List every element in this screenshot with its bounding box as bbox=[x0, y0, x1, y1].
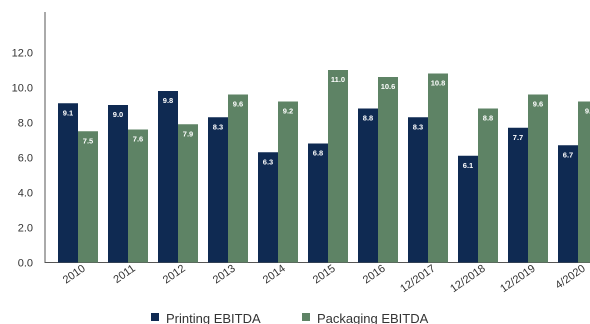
bar-value-label: 9. bbox=[585, 107, 590, 116]
bar-value-label: 9.0 bbox=[113, 110, 123, 119]
bar-printing bbox=[308, 143, 328, 263]
legend-label-packaging: Packaging EBITDA bbox=[317, 311, 429, 324]
bar-value-label: 6.7 bbox=[563, 150, 573, 159]
bar-packaging bbox=[578, 101, 590, 263]
bar-printing bbox=[408, 117, 428, 263]
x-tick-label: 2013 bbox=[211, 263, 238, 287]
bar-value-label: 7.7 bbox=[513, 133, 523, 142]
bar-packaging bbox=[378, 77, 398, 263]
bar-value-label: 7.9 bbox=[183, 129, 193, 138]
bar-value-label: 8.3 bbox=[413, 122, 423, 131]
bar-value-label: 7.6 bbox=[133, 135, 143, 144]
bar-value-label: 7.5 bbox=[83, 136, 93, 145]
x-tick-label: 2016 bbox=[361, 263, 388, 287]
y-tick-label: 12.0 bbox=[12, 48, 33, 60]
bar-printing bbox=[358, 108, 378, 263]
x-tick-label: 4/2020 bbox=[553, 263, 587, 292]
x-tick-label: 2011 bbox=[111, 263, 137, 286]
bar-value-label: 9.6 bbox=[533, 100, 543, 109]
bar-value-label: 8.3 bbox=[213, 122, 223, 131]
bar-printing bbox=[58, 103, 78, 263]
bar-packaging bbox=[528, 94, 548, 263]
y-tick-label: 8.0 bbox=[18, 118, 33, 130]
bar-packaging bbox=[78, 131, 98, 263]
legend-label-printing: Printing EBITDA bbox=[166, 311, 261, 324]
bar-printing bbox=[458, 155, 478, 263]
bar-value-label: 8.8 bbox=[363, 114, 373, 123]
bar-value-label: 6.1 bbox=[463, 161, 473, 170]
legend: Printing EBITDA Packaging EBITDA bbox=[151, 311, 429, 324]
y-axis-ticks: 0.0 2.0 4.0 6.0 8.0 10.0 12.0 bbox=[12, 48, 33, 270]
bar-value-label: 10.6 bbox=[381, 82, 396, 91]
y-tick-label: 2.0 bbox=[18, 223, 33, 235]
bar-printing bbox=[158, 91, 178, 263]
bar-value-label: 8.8 bbox=[483, 114, 493, 123]
legend-swatch-packaging bbox=[302, 313, 310, 321]
bar-packaging bbox=[478, 108, 498, 263]
bar-printing bbox=[558, 145, 578, 263]
bar-value-label: 9.1 bbox=[63, 108, 73, 117]
bar-printing bbox=[208, 117, 228, 263]
bar-value-label: 11.0 bbox=[331, 75, 345, 84]
bar-value-label: 9.2 bbox=[283, 107, 293, 116]
bar-packaging bbox=[328, 70, 348, 263]
bars: 9.1 7.5 9.0 7.6 9.8 7.9 8.3 9.6 6.3 9.2 6.8 11.0 8.8… bbox=[58, 70, 590, 263]
bar-printing bbox=[258, 152, 278, 263]
y-tick-label: 4.0 bbox=[18, 188, 33, 200]
bar-packaging bbox=[128, 129, 148, 263]
x-tick-label: 2012 bbox=[161, 263, 188, 287]
x-tick-label: 12/2019 bbox=[498, 263, 537, 296]
x-tick-label: 12/2018 bbox=[448, 263, 487, 296]
y-tick-label: 6.0 bbox=[18, 153, 33, 165]
bar-packaging bbox=[178, 124, 198, 263]
bar-value-label: 9.8 bbox=[163, 96, 173, 105]
bar-printing bbox=[108, 105, 128, 263]
x-tick-label: 2014 bbox=[261, 263, 288, 287]
bar-packaging bbox=[228, 94, 248, 263]
bar-value-label: 9.6 bbox=[233, 100, 243, 109]
bar-value-label: 10.8 bbox=[431, 79, 446, 88]
bar-packaging bbox=[428, 73, 448, 263]
y-tick-label: 0.0 bbox=[18, 258, 33, 270]
x-tick-label: 2010 bbox=[61, 263, 88, 287]
bar-value-label: 6.3 bbox=[263, 157, 273, 166]
bar-packaging bbox=[278, 101, 298, 263]
x-tick-label: 2015 bbox=[311, 263, 338, 287]
bar-printing bbox=[508, 127, 528, 263]
bar-value-label: 6.8 bbox=[313, 149, 323, 158]
x-axis-ticks: 2010 2011 2012 2013 2014 2015 2016 12/2017 12/20… bbox=[61, 263, 588, 296]
y-tick-label: 10.0 bbox=[12, 83, 33, 95]
x-tick-label: 12/2017 bbox=[398, 263, 437, 296]
legend-swatch-printing bbox=[151, 313, 159, 321]
